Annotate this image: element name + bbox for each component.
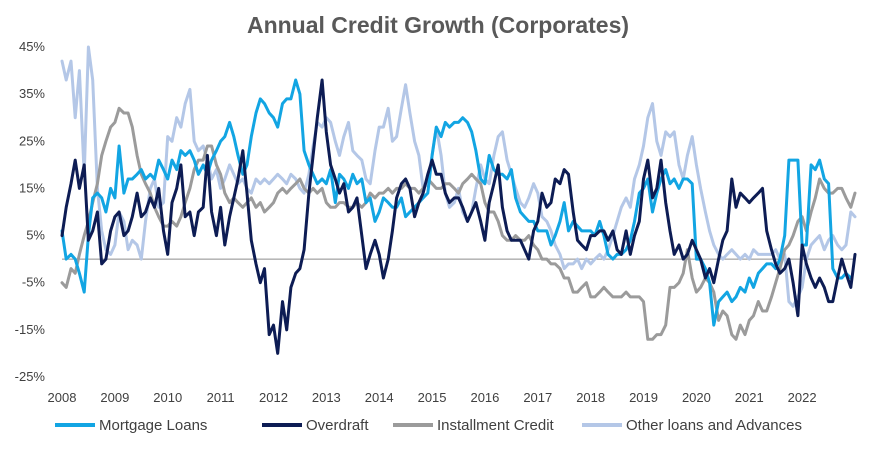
series-line-other-loans-and-advances bbox=[60, 45, 857, 308]
legend-label: Overdraft bbox=[306, 417, 369, 434]
x-tick-label: 2018 bbox=[576, 390, 605, 405]
x-tick-label: 2012 bbox=[259, 390, 288, 405]
series-line-overdraft bbox=[60, 78, 857, 355]
x-axis-ticks: 2008 2009 2010 2011 2012 2013 2014 2015 2016 2017… bbox=[48, 390, 817, 405]
x-tick-label: 2010 bbox=[153, 390, 182, 405]
series-lines bbox=[60, 45, 857, 355]
legend-label: Mortgage Loans bbox=[99, 417, 207, 434]
legend-item: Mortgage Loans bbox=[55, 417, 207, 434]
y-tick-label: -25% bbox=[15, 369, 46, 384]
x-tick-label: 2020 bbox=[682, 390, 711, 405]
y-axis-ticks: 45% 35% 25% 15% 5% -5% -15% -25% bbox=[15, 39, 46, 384]
series-line-mortgage-loans bbox=[60, 78, 853, 327]
legend-item: Overdraft bbox=[262, 417, 369, 434]
y-tick-label: 45% bbox=[19, 39, 45, 54]
legend-item: Installment Credit bbox=[393, 417, 555, 434]
x-tick-label: 2014 bbox=[365, 390, 394, 405]
series-line-installment-credit bbox=[60, 106, 857, 341]
x-tick-label: 2019 bbox=[629, 390, 658, 405]
y-tick-label: -15% bbox=[15, 322, 46, 337]
x-tick-label: 2013 bbox=[312, 390, 341, 405]
legend-label: Other loans and Advances bbox=[626, 417, 802, 434]
x-tick-label: 2009 bbox=[100, 390, 129, 405]
y-tick-label: 5% bbox=[26, 228, 45, 243]
chart-title: Annual Credit Growth (Corporates) bbox=[247, 12, 629, 38]
y-tick-label: 35% bbox=[19, 86, 45, 101]
legend-item: Other loans and Advances bbox=[582, 417, 802, 434]
y-tick-label: 25% bbox=[19, 133, 45, 148]
y-tick-label: 15% bbox=[19, 180, 45, 195]
x-tick-label: 2011 bbox=[207, 390, 235, 405]
x-tick-label: 2015 bbox=[418, 390, 447, 405]
x-tick-label: 2016 bbox=[470, 390, 499, 405]
x-tick-label: 2021 bbox=[735, 390, 764, 405]
legend: Mortgage Loans Overdraft Installment Credi… bbox=[55, 417, 802, 434]
x-tick-label: 2022 bbox=[788, 390, 817, 405]
legend-label: Installment Credit bbox=[437, 417, 555, 434]
x-tick-label: 2008 bbox=[48, 390, 77, 405]
x-tick-label: 2017 bbox=[523, 390, 552, 405]
y-tick-label: -5% bbox=[22, 275, 46, 290]
